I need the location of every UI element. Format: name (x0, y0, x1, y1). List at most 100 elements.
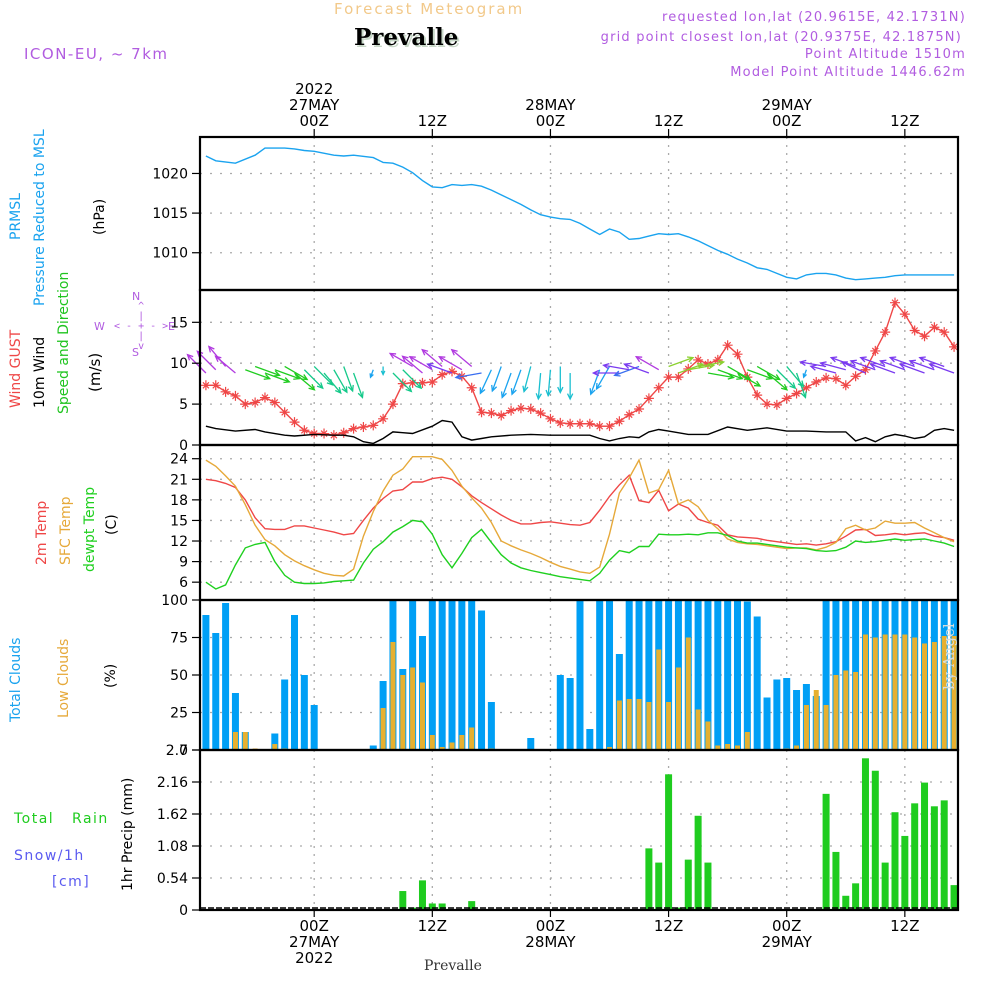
low-cloud-bar (685, 637, 691, 750)
wind-arrow-head (773, 374, 781, 381)
low-cloud-bar (429, 735, 435, 750)
gust-point-marker (752, 390, 763, 401)
wind-arrow-head (918, 356, 926, 363)
wind-arrow-head (589, 388, 596, 396)
wind-arrow-shaft (421, 349, 443, 367)
low-cloud-bar (400, 675, 406, 750)
temp-label-2m: 2m Temp (34, 500, 50, 565)
wind-arrow-head (273, 370, 281, 377)
wind-arrow-shaft (402, 355, 423, 374)
wind-arrow-head (819, 361, 827, 368)
gust-point-marker (565, 418, 576, 429)
gust-point-marker (574, 418, 585, 429)
compass-n: N (132, 290, 141, 303)
low-cloud-bar (675, 667, 681, 750)
y-tick-label: 21 (170, 472, 188, 488)
precip-bar (911, 803, 919, 910)
wind-arrow-shaft (688, 364, 714, 371)
y-tick-label: 1.08 (157, 839, 188, 855)
wind-arrow-shaft (284, 365, 308, 381)
y-tick-label: 12 (170, 534, 188, 550)
total-cloud-bar (527, 738, 535, 750)
precip-bar (930, 806, 938, 910)
gust-point-marker (712, 354, 723, 365)
gust-point-marker (545, 413, 556, 424)
low-cloud-bar (449, 742, 455, 750)
x-tick-label-top: 2022 (295, 80, 333, 98)
low-cloud-bar (272, 744, 278, 750)
total-cloud-bar (704, 600, 712, 750)
precip-bar (468, 901, 476, 910)
compass-e: E (168, 320, 175, 333)
precip-bar (645, 848, 653, 910)
x-tick-label-bottom: 12Z (890, 917, 919, 935)
y-tick-label: 5 (179, 397, 188, 413)
wind-arrow-head (196, 350, 204, 358)
total-cloud-bar (310, 705, 318, 750)
gust-point-marker (250, 397, 261, 408)
y-tick-label: 24 (170, 452, 188, 468)
temp-unit: (C) (104, 514, 120, 535)
precip-bar (950, 885, 958, 910)
gust-point-marker (368, 420, 379, 431)
total-cloud-bar (222, 603, 230, 750)
series-line-dewpt-temp (205, 519, 955, 590)
wind-arrow-shaft (455, 372, 482, 379)
gust-point-marker (407, 377, 418, 388)
wind-arrow-head (450, 348, 458, 356)
wind-arrow-shaft (402, 369, 422, 389)
gust-point-marker (269, 397, 280, 408)
wind-arrow-shaft (274, 369, 300, 380)
wind-arrow-shaft (899, 363, 925, 374)
wind-arrow-head (214, 355, 222, 363)
total-cloud-bar (281, 679, 289, 750)
total-cloud-bar (369, 745, 377, 750)
y-tick-label: 100 (161, 593, 188, 609)
gust-point-marker (220, 386, 231, 397)
total-cloud-bar (300, 675, 308, 750)
wind-arrow-head (557, 386, 564, 394)
wind-arrow-head (566, 393, 574, 401)
wind-arrow-head (800, 391, 807, 399)
series-line-2m-temp (205, 473, 955, 546)
wind-arrow-shaft (409, 356, 433, 371)
gust-point-marker (299, 425, 310, 436)
wind-arrow-head (799, 359, 807, 366)
wind-arrow-head (426, 362, 434, 369)
total-cloud-bar (428, 600, 436, 750)
wind-arrow-head (840, 361, 848, 368)
wind-arrow-shaft (511, 369, 522, 395)
gust-point-marker (486, 408, 497, 419)
wind-arrow-shaft (800, 361, 827, 368)
wind-label-gust: Wind GUST (8, 329, 24, 408)
gust-point-marker (447, 366, 458, 377)
gust-point-marker (899, 309, 910, 320)
y-tick-label: 0 (179, 903, 188, 919)
wind-arrow-shaft (678, 363, 704, 374)
grid-point-coords: grid point closest lon,lat (20.9375E, 42… (600, 30, 962, 45)
wind-arrow-head (602, 362, 610, 370)
gust-point-marker (880, 327, 891, 338)
wind-arrow-shaft (313, 366, 334, 386)
precip-bar (418, 880, 426, 910)
total-cloud-bar (231, 693, 239, 750)
low-cloud-bar (823, 705, 829, 750)
y-tick-label: 18 (170, 493, 188, 509)
wind-arrow-shaft (624, 363, 650, 374)
gust-point-marker (506, 405, 517, 416)
clouds-unit: (%) (103, 663, 119, 688)
wind-arrow-head (479, 387, 486, 395)
low-cloud-bar (813, 690, 819, 750)
wind-arrow-shaft (919, 356, 945, 368)
x-tick-label-bottom: 27MAY (289, 933, 340, 951)
gust-point-marker (200, 380, 211, 391)
precip-bar (891, 812, 899, 910)
wind-arrow-shaft (479, 369, 492, 394)
y-tick-label: 15 (170, 513, 188, 529)
gust-point-marker (949, 341, 960, 352)
gust-point-marker (673, 372, 684, 383)
x-tick-label-top: 12Z (418, 112, 447, 130)
total-cloud-bar (291, 615, 299, 750)
precip-legend-rain: Total Rain (14, 811, 109, 827)
low-cloud-bar (843, 670, 849, 750)
